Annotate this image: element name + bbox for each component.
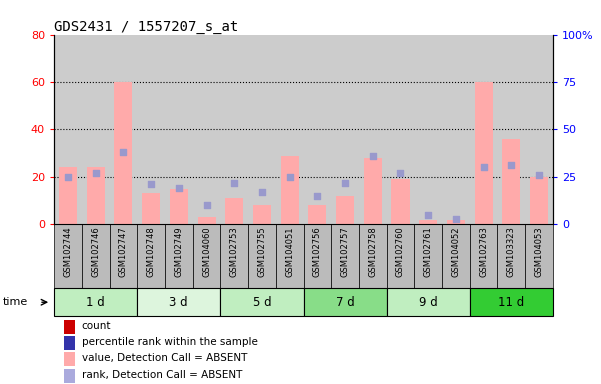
Bar [308,205,326,224]
Point [424,212,433,218]
Bar [331,224,359,288]
Text: GDS2431 / 1557207_s_at: GDS2431 / 1557207_s_at [54,20,239,33]
Text: GSM102749: GSM102749 [174,226,183,277]
Point [534,172,544,178]
Bar [498,224,525,288]
Bar [54,224,82,288]
Text: GSM102761: GSM102761 [424,226,433,277]
Bar [64,320,75,334]
Bar [248,224,276,288]
Point [451,215,461,222]
Bar [109,224,137,288]
Bar [419,220,437,224]
Bar [386,288,470,316]
Bar [253,205,271,224]
Bar [137,224,165,288]
Point [313,193,322,199]
Point [146,181,156,187]
Text: 7 d: 7 d [336,296,355,309]
Bar [64,336,75,350]
Bar [87,167,105,224]
Text: GSM102758: GSM102758 [368,226,377,277]
Text: percentile rank within the sample: percentile rank within the sample [82,337,257,347]
Text: GSM102756: GSM102756 [313,226,322,277]
Point [368,153,377,159]
Bar [221,224,248,288]
Text: GSM102748: GSM102748 [147,226,156,277]
Bar [364,158,382,224]
Point [118,149,128,155]
Text: GSM102746: GSM102746 [91,226,100,277]
Point [507,162,516,169]
Text: GSM103323: GSM103323 [507,226,516,277]
Bar [502,139,520,224]
Text: GSM104060: GSM104060 [202,226,211,277]
Bar [447,220,465,224]
Bar [193,224,221,288]
Bar [198,217,216,224]
Bar [304,288,386,316]
Text: GSM104052: GSM104052 [451,226,460,277]
Bar [64,369,75,383]
Text: GSM102753: GSM102753 [230,226,239,277]
Bar [165,224,193,288]
Bar [470,224,498,288]
Point [174,185,184,191]
Text: 1 d: 1 d [87,296,105,309]
Point [230,179,239,185]
Point [63,174,73,180]
Bar [221,288,304,316]
Bar [64,352,75,366]
Bar [359,224,386,288]
Text: 5 d: 5 d [252,296,271,309]
Text: rank, Detection Call = ABSENT: rank, Detection Call = ABSENT [82,370,242,380]
Bar [82,224,109,288]
Bar [54,288,137,316]
Bar [142,194,160,224]
Bar [137,288,221,316]
Bar [304,224,331,288]
Text: count: count [82,321,111,331]
Point [285,174,294,180]
Point [257,189,267,195]
Bar [276,224,304,288]
Point [340,179,350,185]
Bar [470,288,553,316]
Bar [59,167,77,224]
Text: GSM102760: GSM102760 [396,226,405,277]
Bar [525,224,553,288]
Bar [475,82,493,224]
Bar [170,189,188,224]
Point [202,202,212,209]
Point [91,170,100,176]
Text: time: time [3,297,28,307]
Point [479,164,489,170]
Text: GSM102747: GSM102747 [119,226,128,277]
Bar [442,224,470,288]
Bar [281,156,299,224]
Text: 9 d: 9 d [419,296,438,309]
Text: GSM102755: GSM102755 [257,226,266,277]
Bar [391,179,409,224]
Text: GSM102757: GSM102757 [341,226,350,277]
Text: value, Detection Call = ABSENT: value, Detection Call = ABSENT [82,353,247,363]
Bar [530,177,548,224]
Bar [114,82,132,224]
Bar [225,198,243,224]
Text: 3 d: 3 d [169,296,188,309]
Text: GSM102763: GSM102763 [479,226,488,277]
Bar [414,224,442,288]
Point [395,170,405,176]
Text: 11 d: 11 d [498,296,525,309]
Text: GSM104051: GSM104051 [285,226,294,277]
Bar [336,196,354,224]
Text: GSM102744: GSM102744 [64,226,73,277]
Bar [386,224,414,288]
Text: GSM104053: GSM104053 [534,226,543,277]
